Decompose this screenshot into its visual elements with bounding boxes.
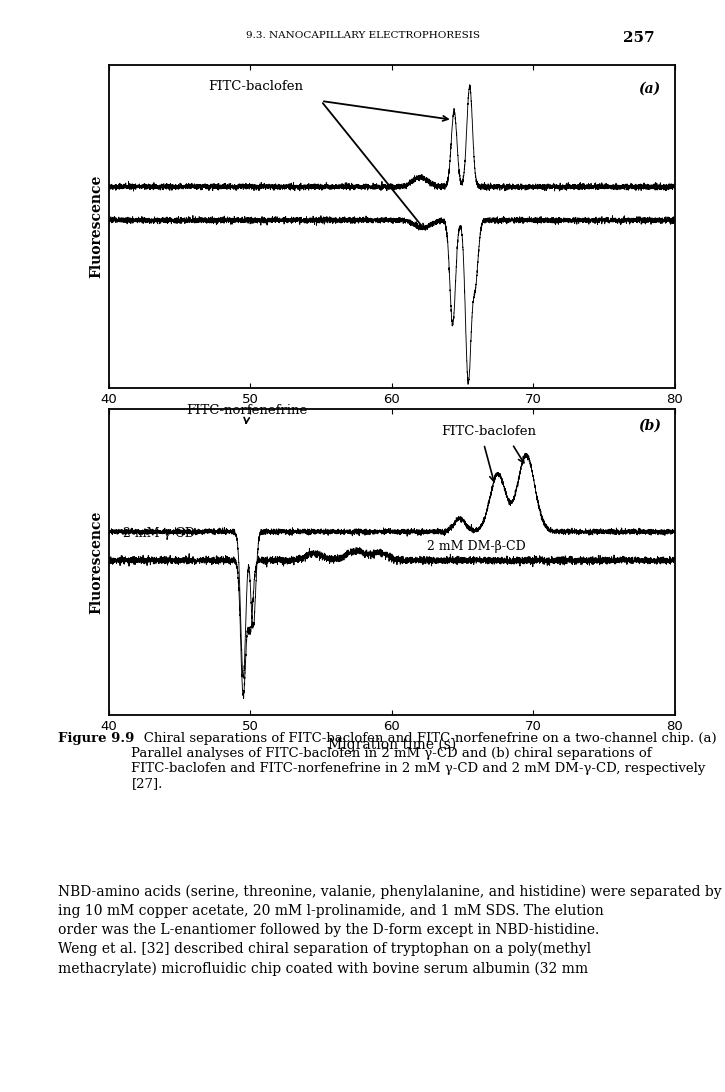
Y-axis label: Fluorescence: Fluorescence — [89, 175, 103, 278]
Y-axis label: Fluorescence: Fluorescence — [89, 511, 103, 614]
Text: 2 mM γ-CD: 2 mM γ-CD — [123, 527, 195, 541]
X-axis label: Migration time (s): Migration time (s) — [328, 737, 455, 751]
Text: (a): (a) — [638, 82, 660, 96]
Text: 257: 257 — [622, 31, 654, 45]
Text: FITC-baclofen: FITC-baclofen — [208, 80, 302, 93]
Text: NBD-amino acids (serine, threonine, valanie, phenylalanine, and histidine) were : NBD-amino acids (serine, threonine, vala… — [58, 885, 725, 976]
X-axis label: Migration time (s): Migration time (s) — [328, 410, 455, 424]
Text: FITC-norfenefrine: FITC-norfenefrine — [186, 404, 307, 424]
Text: 9.3. NANOCAPILLARY ELECTROPHORESIS: 9.3. NANOCAPILLARY ELECTROPHORESIS — [246, 31, 479, 39]
Text: (b): (b) — [637, 418, 660, 432]
Text: FITC-baclofen: FITC-baclofen — [441, 425, 536, 438]
Text: Figure 9.9: Figure 9.9 — [58, 732, 134, 745]
Text: 2 mM DM-β-CD: 2 mM DM-β-CD — [427, 539, 526, 553]
Text: Chiral separations of FITC-baclofen and FITC-norfenefrine on a two-channel chip.: Chiral separations of FITC-baclofen and … — [131, 732, 716, 790]
